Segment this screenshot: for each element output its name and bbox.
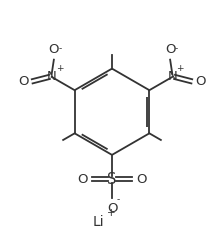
Text: O: O	[195, 75, 206, 88]
Text: O: O	[77, 173, 88, 186]
Text: -: -	[116, 195, 120, 204]
Text: O: O	[49, 43, 59, 56]
Text: O: O	[165, 43, 175, 56]
Text: +: +	[176, 64, 184, 73]
Text: -: -	[174, 44, 178, 54]
Text: N: N	[168, 71, 177, 83]
Text: +: +	[107, 207, 116, 217]
Text: O: O	[107, 202, 117, 215]
Text: O: O	[18, 75, 29, 88]
Text: -: -	[58, 44, 62, 54]
Text: +: +	[56, 64, 63, 73]
Text: Li: Li	[93, 215, 105, 229]
Text: O: O	[136, 173, 147, 186]
Text: S: S	[107, 172, 117, 187]
Text: N: N	[47, 71, 56, 83]
